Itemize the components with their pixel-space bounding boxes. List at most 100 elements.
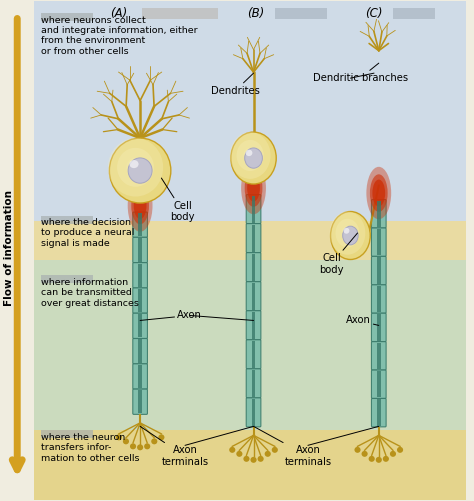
Text: (C): (C) [365,7,383,20]
FancyBboxPatch shape [133,263,147,288]
Ellipse shape [336,219,359,247]
Ellipse shape [151,438,157,444]
FancyBboxPatch shape [246,340,261,369]
Ellipse shape [158,434,164,440]
Ellipse shape [117,148,154,187]
Ellipse shape [344,228,349,233]
Text: Axon: Axon [140,311,202,321]
FancyBboxPatch shape [372,199,386,228]
Ellipse shape [237,451,242,457]
Ellipse shape [272,447,278,453]
Text: where information
can be transmitted
over great distances: where information can be transmitted ove… [41,278,139,308]
Ellipse shape [247,174,260,201]
Bar [252,341,255,368]
FancyBboxPatch shape [372,228,386,257]
Bar [377,258,381,284]
Bar [34,1,466,220]
FancyBboxPatch shape [246,369,261,398]
FancyBboxPatch shape [246,223,261,253]
Ellipse shape [237,140,264,171]
Bar [377,399,381,426]
Text: where the neuron
transfers infor-
mation to other cells: where the neuron transfers infor- mation… [41,433,139,462]
Bar [377,286,381,312]
Bar [252,370,255,397]
Ellipse shape [229,447,236,453]
Bar [377,314,381,341]
Ellipse shape [116,434,122,440]
Ellipse shape [329,211,365,255]
FancyBboxPatch shape [246,253,261,282]
Ellipse shape [264,451,271,457]
Ellipse shape [397,447,403,453]
Ellipse shape [370,174,388,212]
Ellipse shape [137,444,143,450]
Bar [41,13,93,21]
Bar [377,343,381,369]
Bar [34,430,466,500]
Bar [275,8,327,19]
Ellipse shape [341,226,354,240]
Ellipse shape [366,167,391,219]
Ellipse shape [230,132,271,179]
FancyBboxPatch shape [372,342,386,370]
Ellipse shape [243,456,249,462]
Ellipse shape [144,443,150,449]
Ellipse shape [245,148,263,168]
Ellipse shape [250,457,256,463]
Bar [252,224,255,252]
Bar [377,200,381,227]
Bar [393,8,436,19]
Bar [138,390,142,413]
Text: Dendrites: Dendrites [211,73,260,96]
Ellipse shape [343,226,358,245]
Text: Axon: Axon [346,316,379,326]
Bar [138,340,142,363]
FancyBboxPatch shape [372,285,386,313]
FancyBboxPatch shape [133,364,147,389]
Ellipse shape [369,456,375,462]
Text: (A): (A) [110,7,128,20]
FancyBboxPatch shape [246,311,261,340]
Bar [252,283,255,310]
Bar [252,312,255,339]
Bar [41,215,93,223]
Text: Flow of information: Flow of information [4,190,14,306]
Text: (B): (B) [247,7,264,20]
FancyBboxPatch shape [246,194,261,223]
Ellipse shape [130,443,136,449]
FancyBboxPatch shape [133,288,147,313]
Text: Dendritic branches: Dendritic branches [313,63,408,83]
Ellipse shape [383,456,389,462]
FancyBboxPatch shape [372,398,386,427]
FancyBboxPatch shape [133,339,147,364]
Ellipse shape [126,158,145,177]
Bar [34,261,466,430]
Bar [252,195,255,222]
Text: Axon
terminals: Axon terminals [140,426,209,467]
FancyBboxPatch shape [133,313,147,339]
Bar [377,371,381,397]
Bar [138,264,142,287]
FancyBboxPatch shape [372,313,386,342]
Text: where the decision
to produce a neural
signal is made: where the decision to produce a neural s… [41,218,134,248]
Ellipse shape [128,158,152,183]
Bar [41,430,93,438]
Text: where neurons collect
and integrate information, either
from the environment
or : where neurons collect and integrate info… [41,16,198,56]
Ellipse shape [245,169,263,207]
Bar [252,399,255,426]
FancyBboxPatch shape [372,370,386,398]
Bar [138,238,142,262]
Ellipse shape [241,162,266,214]
Text: Axon
terminals: Axon terminals [254,426,331,467]
Bar [41,276,93,284]
Bar [138,213,142,236]
Text: Cell
body: Cell body [319,233,357,275]
Ellipse shape [246,150,253,156]
Ellipse shape [129,160,138,168]
Bar [138,314,142,338]
Bar [377,229,381,256]
FancyBboxPatch shape [246,398,261,427]
Ellipse shape [109,138,171,203]
Ellipse shape [128,179,153,232]
Ellipse shape [134,192,146,219]
